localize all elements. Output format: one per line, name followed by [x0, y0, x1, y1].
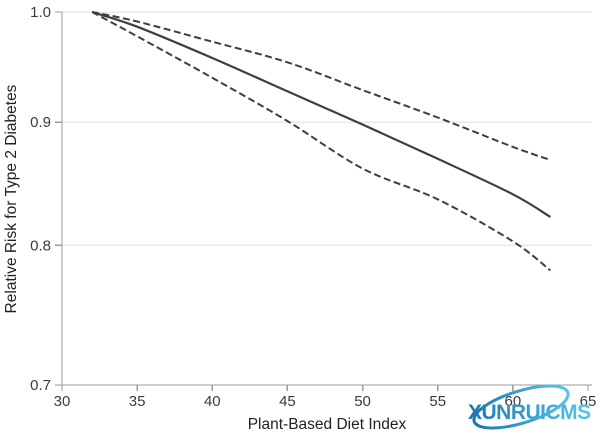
watermark: XUNRUICMS	[468, 384, 592, 430]
y-tick-label: 0.9	[30, 114, 51, 131]
x-tick-label: 35	[129, 393, 146, 410]
watermark-swoosh-ellipse	[472, 384, 570, 430]
y-tick-label: 0.8	[30, 237, 51, 254]
x-tick-label: 50	[354, 393, 371, 410]
y-axis-title: Relative Risk for Type 2 Diabetes	[3, 84, 20, 314]
x-tick-label: 60	[505, 393, 522, 410]
axis-line	[61, 12, 592, 386]
x-tick-label: 45	[279, 393, 296, 410]
y-tick-label: 1.0	[30, 4, 51, 21]
x-axis-title: Plant-Based Diet Index	[247, 416, 407, 433]
series-point-estimate	[91, 10, 551, 218]
y-tick-label: 0.7	[30, 377, 51, 394]
series-upper-95ci	[91, 11, 551, 161]
x-tick-label: 40	[204, 393, 221, 410]
series-lower-95ci	[91, 11, 552, 272]
x-tick-label: 65	[580, 393, 597, 410]
x-tick-label: 55	[429, 393, 446, 410]
x-tick-label: 30	[54, 393, 71, 410]
